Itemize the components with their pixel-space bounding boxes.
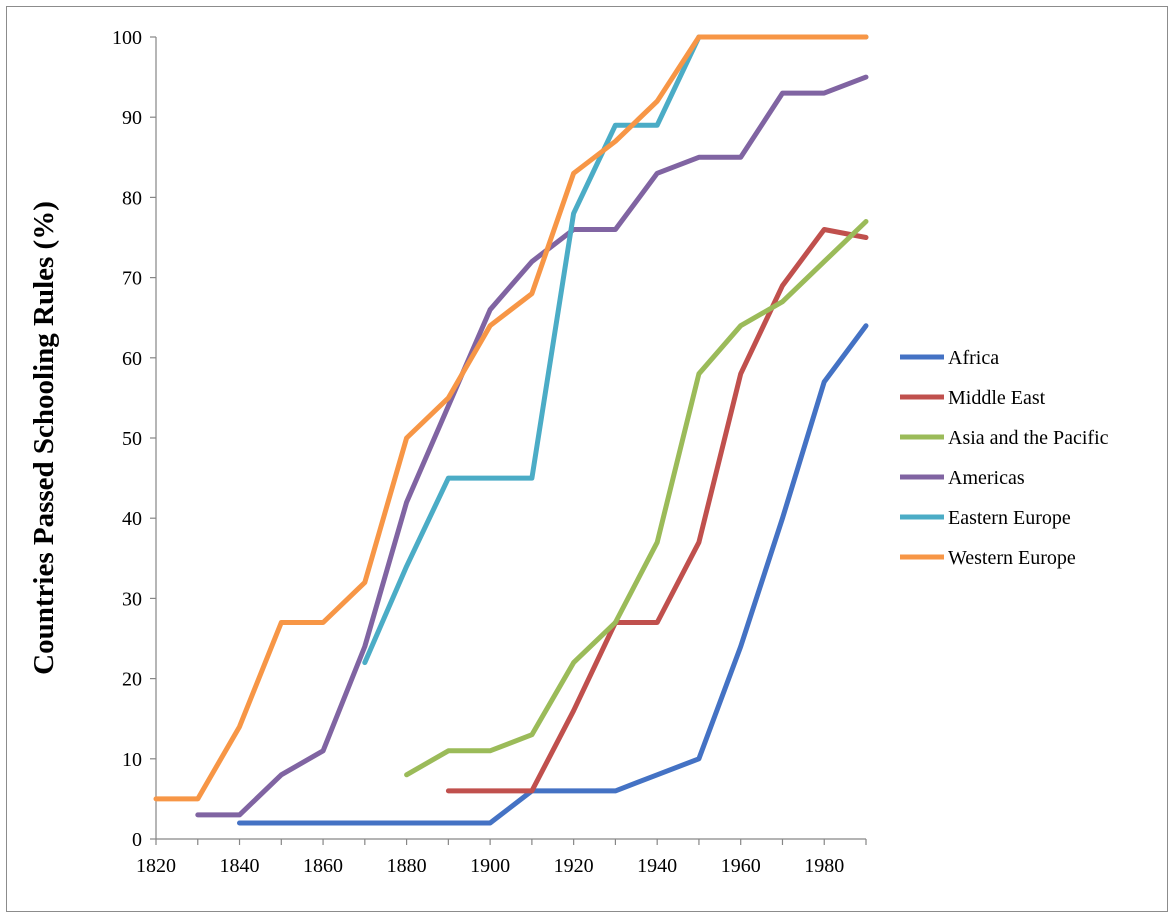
chart-frame: 0 10 20 30 40 50 60 70 80 90 100 1820 1840 1860 1880 19… — [6, 6, 1168, 912]
y-tick-label: 20 — [122, 669, 142, 691]
x-tick-label: 1920 — [554, 855, 594, 877]
y-tick-label: 90 — [122, 107, 142, 129]
y-tick-label: 40 — [122, 508, 142, 530]
x-tick-label: 1960 — [721, 855, 761, 877]
y-tick-label: 0 — [132, 829, 142, 851]
legend: Africa Middle East Asia and the Pacific Ame… — [900, 347, 1109, 569]
legend-label: Western Europe — [948, 547, 1076, 569]
x-tick-label: 1860 — [303, 855, 343, 877]
x-tick-label: 1820 — [136, 855, 176, 877]
y-tick-label: 80 — [122, 187, 142, 209]
y-tick-label: 10 — [122, 749, 142, 771]
x-tick-label: 1940 — [637, 855, 677, 877]
series-line-americas — [195, 74, 869, 818]
y-tick-label: 70 — [122, 268, 142, 290]
series-line-western-europe — [153, 34, 869, 802]
legend-label: Eastern Europe — [948, 507, 1071, 529]
x-tick-label: 1900 — [470, 855, 510, 877]
series-line-eastern-europe — [362, 34, 869, 666]
y-tick-label: 60 — [122, 348, 142, 370]
legend-label: Africa — [948, 347, 999, 369]
x-tick-label: 1980 — [804, 855, 844, 877]
y-tick-label: 50 — [122, 428, 142, 450]
legend-label: Middle East — [948, 387, 1046, 409]
series-line-asia-and-the-pacific — [404, 219, 869, 778]
x-tick-label: 1880 — [387, 855, 427, 877]
y-tick-label: 30 — [122, 588, 142, 610]
series-line-africa — [237, 323, 869, 826]
y-tick-label: 100 — [112, 27, 142, 49]
series-lines — [153, 34, 869, 826]
legend-label: Americas — [948, 467, 1025, 489]
line-chart: 0 10 20 30 40 50 60 70 80 90 100 1820 1840 1860 1880 19… — [28, 27, 1109, 877]
series-line-middle-east — [445, 227, 869, 794]
axes: 0 10 20 30 40 50 60 70 80 90 100 1820 1840 1860 1880 19… — [112, 27, 867, 877]
legend-label: Asia and the Pacific — [948, 427, 1109, 449]
y-axis-title: Countries Passed Schooling Rules (%) — [28, 201, 60, 675]
x-tick-label: 1840 — [220, 855, 260, 877]
